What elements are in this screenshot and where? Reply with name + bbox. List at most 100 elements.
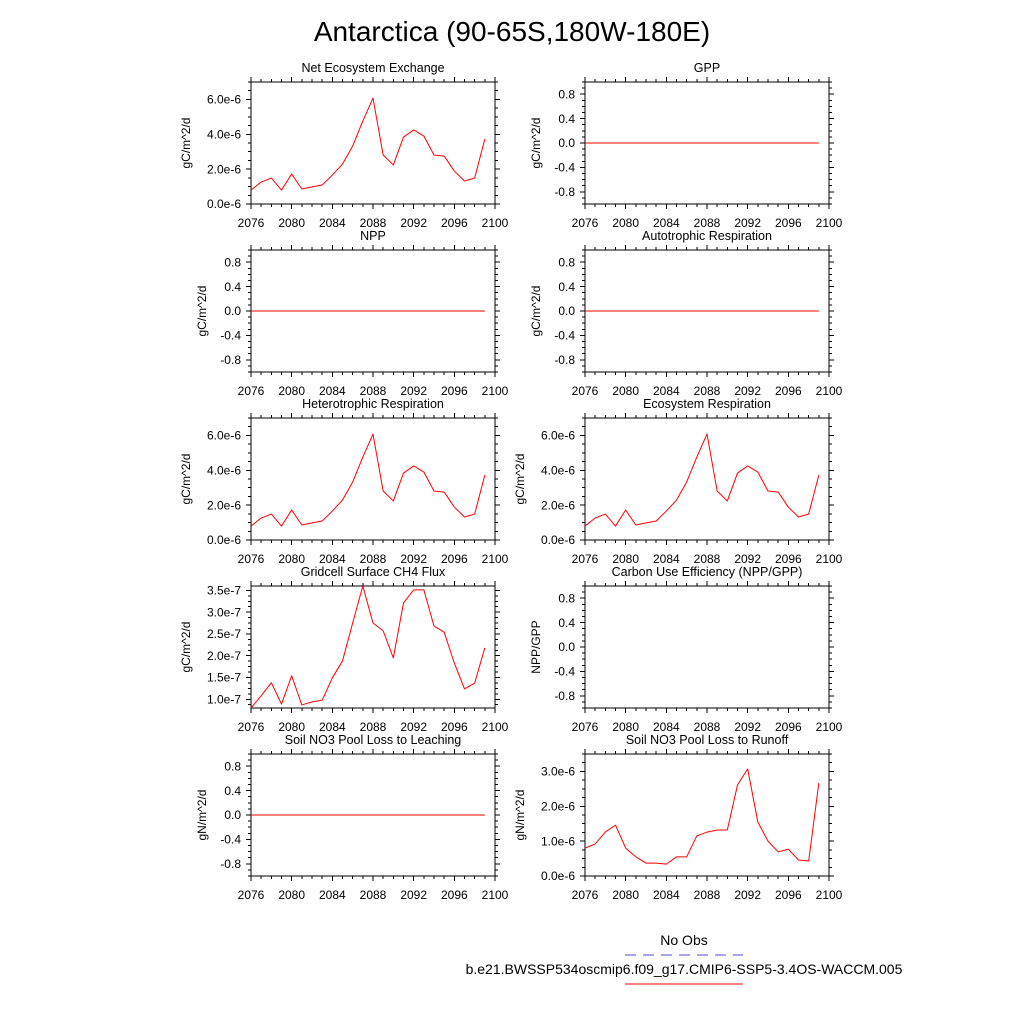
x-tick-label: 2100	[816, 216, 843, 230]
x-tick-label: 2092	[734, 552, 761, 566]
y-tick-label: 2.0e-7	[207, 649, 241, 663]
series-line	[250, 585, 486, 709]
x-tick-label: 2088	[360, 216, 387, 230]
y-tick-label: 2.0e-6	[207, 162, 241, 176]
x-tick-label: 2096	[441, 888, 468, 902]
x-tick-label: 2076	[572, 552, 599, 566]
y-tick-label: -0.8	[554, 353, 575, 367]
y-tick-label: 0.4	[558, 112, 575, 126]
y-tick-label: 6.0e-6	[541, 429, 575, 443]
legend-model-label: b.e21.BWSSP534oscmip6.f09_g17.CMIP6-SSP5…	[466, 961, 903, 977]
x-tick-label: 2084	[319, 384, 346, 398]
x-tick-label: 2100	[482, 384, 509, 398]
x-tick-label: 2084	[653, 888, 680, 902]
panel-gridcell-surface-ch4-flux: 2076 2080 2084 2088 2092 2096 2100 1.0e-7 1.5e-7…	[179, 565, 509, 734]
x-tick-label: 2084	[653, 384, 680, 398]
y-tick-label: 0.4	[558, 280, 575, 294]
panel-net-ecosystem-exchange: 2076 2080 2084 2088 2092 2096 2100 0.0e-6 2.0e-6…	[179, 61, 509, 230]
y-tick-label: 0.4	[224, 784, 241, 798]
y-tick-label: -0.4	[554, 329, 575, 343]
y-axis-label: gC/m^2/d	[179, 622, 193, 673]
y-tick-label: -0.4	[220, 833, 241, 847]
y-tick-label: 0.8	[558, 87, 575, 101]
panel-soil-no3-pool-loss-to-runoff: 2076 2080 2084 2088 2092 2096 2100 0.0e-6 1.0e-6…	[513, 733, 843, 902]
x-tick-label: 2100	[482, 888, 509, 902]
x-tick-label: 2080	[278, 552, 305, 566]
x-tick-label: 2096	[775, 216, 802, 230]
x-tick-label: 2084	[319, 216, 346, 230]
y-tick-label: 0.0	[558, 640, 575, 654]
x-tick-label: 2080	[612, 384, 639, 398]
y-axis-label: gC/m^2/d	[529, 118, 543, 169]
x-tick-label: 2080	[612, 552, 639, 566]
panel-title: Ecosystem Respiration	[643, 397, 771, 411]
y-tick-label: 1.5e-7	[207, 671, 241, 685]
x-tick-label: 2076	[238, 720, 265, 734]
y-tick-label: 2.0e-6	[541, 799, 575, 813]
x-tick-label: 2080	[278, 216, 305, 230]
y-tick-label: -0.4	[554, 161, 575, 175]
y-axis-label: gN/m^2/d	[195, 790, 209, 841]
y-tick-label: 3.0e-6	[541, 765, 575, 779]
x-tick-label: 2092	[734, 384, 761, 398]
x-tick-label: 2080	[612, 216, 639, 230]
x-tick-label: 2096	[441, 384, 468, 398]
panel-title: Heterotrophic Respiration	[302, 397, 444, 411]
x-tick-label: 2088	[694, 384, 721, 398]
y-tick-label: -0.8	[220, 857, 241, 871]
x-tick-label: 2088	[694, 720, 721, 734]
y-tick-label: 2.5e-7	[207, 627, 241, 641]
x-tick-label: 2076	[572, 384, 599, 398]
x-tick-label: 2084	[319, 552, 346, 566]
x-tick-label: 2092	[734, 216, 761, 230]
x-tick-label: 2084	[653, 552, 680, 566]
x-tick-label: 2092	[734, 888, 761, 902]
x-tick-label: 2076	[238, 216, 265, 230]
y-axis-label: gC/m^2/d	[513, 454, 527, 505]
x-tick-label: 2092	[400, 552, 427, 566]
series-line	[250, 433, 486, 527]
legend-obs-label: No Obs	[660, 932, 707, 948]
x-tick-label: 2084	[319, 720, 346, 734]
y-tick-label: 0.8	[224, 255, 241, 269]
x-tick-label: 2080	[612, 888, 639, 902]
y-tick-label: 0.0	[224, 304, 241, 318]
panel-soil-no3-pool-loss-to-leaching: 2076 2080 2084 2088 2092 2096 2100 -0.8 -0.4 0.0 0…	[195, 733, 509, 902]
x-tick-label: 2088	[694, 552, 721, 566]
x-tick-label: 2076	[572, 216, 599, 230]
x-tick-label: 2100	[816, 888, 843, 902]
x-tick-label: 2100	[482, 552, 509, 566]
y-tick-label: 4.0e-6	[541, 463, 575, 477]
panel-ecosystem-respiration: 2076 2080 2084 2088 2092 2096 2100 0.0e-6 2.0e-6…	[513, 397, 843, 566]
y-axis-label: gN/m^2/d	[513, 790, 527, 841]
panel-title: Net Ecosystem Exchange	[301, 61, 444, 75]
x-tick-label: 2096	[775, 384, 802, 398]
x-tick-label: 2080	[278, 720, 305, 734]
y-tick-label: 0.4	[224, 280, 241, 294]
y-tick-label: 4.0e-6	[207, 127, 241, 141]
series-line	[584, 768, 820, 865]
y-tick-label: -0.8	[554, 185, 575, 199]
panel-title: NPP	[360, 229, 386, 243]
y-tick-label: 0.0e-6	[541, 533, 575, 547]
x-tick-label: 2088	[360, 720, 387, 734]
y-tick-label: 0.0	[224, 808, 241, 822]
x-tick-label: 2088	[360, 888, 387, 902]
y-tick-label: 6.0e-6	[207, 429, 241, 443]
series-line	[584, 433, 820, 527]
y-axis-label: gC/m^2/d	[179, 454, 193, 505]
panel-title: Soil NO3 Pool Loss to Leaching	[285, 733, 462, 747]
y-axis-label: NPP/GPP	[529, 620, 543, 673]
series-line	[250, 97, 486, 191]
x-tick-label: 2092	[400, 216, 427, 230]
x-tick-label: 2076	[238, 888, 265, 902]
x-tick-label: 2092	[400, 888, 427, 902]
panel-carbon-use-efficiency-npp-gpp: 2076 2080 2084 2088 2092 2096 2100 -0.8 -0.4 0.0 0…	[529, 565, 843, 734]
x-tick-label: 2084	[653, 720, 680, 734]
y-axis-label: gC/m^2/d	[179, 118, 193, 169]
x-tick-label: 2096	[775, 720, 802, 734]
x-tick-label: 2092	[400, 384, 427, 398]
x-tick-label: 2088	[360, 552, 387, 566]
x-tick-label: 2088	[694, 888, 721, 902]
